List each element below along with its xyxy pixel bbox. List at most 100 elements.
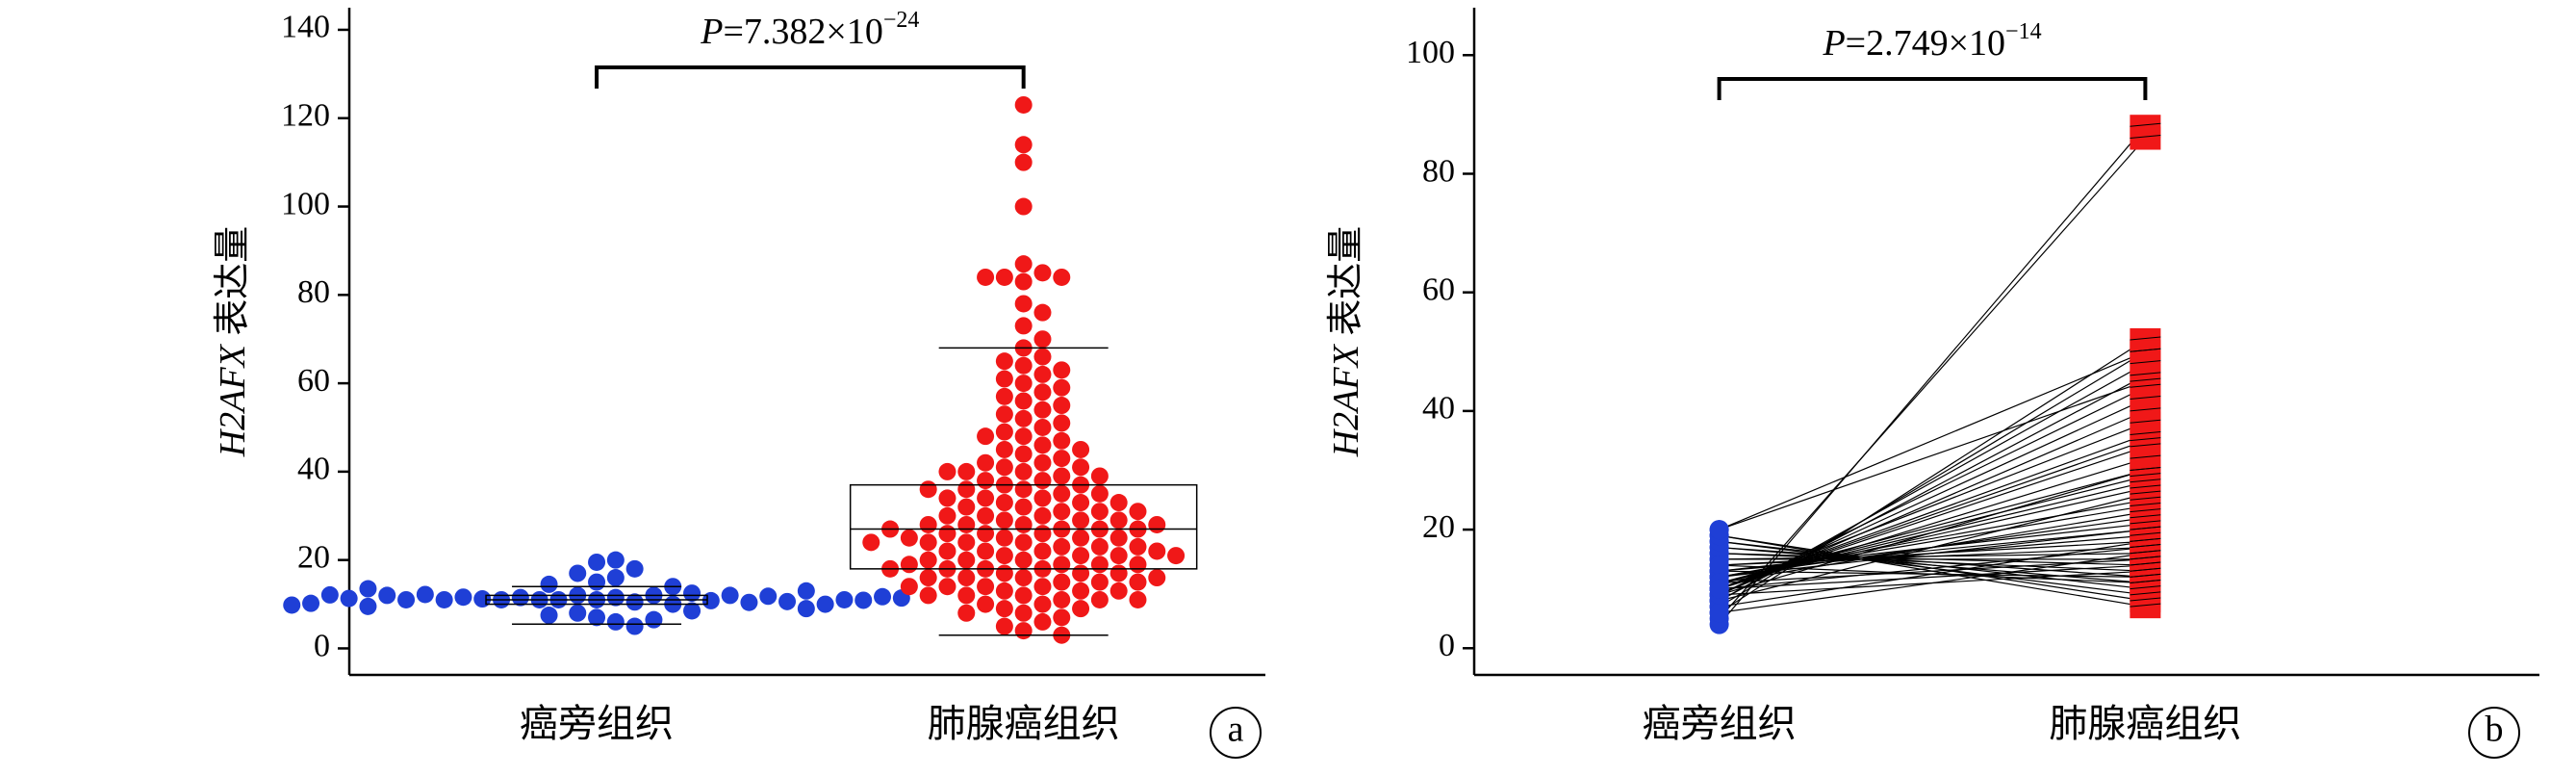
data-point bbox=[1014, 356, 1033, 375]
data-point bbox=[977, 506, 995, 525]
data-point bbox=[1053, 467, 1071, 485]
pair-end bbox=[2130, 490, 2161, 495]
data-point bbox=[1014, 272, 1033, 291]
pair-line bbox=[1719, 546, 2146, 578]
data-point bbox=[340, 589, 358, 608]
data-point bbox=[797, 600, 815, 618]
data-point bbox=[1129, 590, 1147, 608]
significance-bracket bbox=[595, 65, 1026, 89]
x-tick-label: 肺腺癌组织 bbox=[928, 702, 1120, 745]
data-point bbox=[995, 494, 1013, 512]
data-point bbox=[816, 595, 834, 613]
pair-end bbox=[2130, 377, 2161, 382]
data-point bbox=[977, 472, 995, 490]
data-point bbox=[995, 564, 1013, 582]
x-tick-label: 癌旁组织 bbox=[1643, 702, 1797, 745]
data-point bbox=[1090, 556, 1109, 574]
data-point bbox=[995, 423, 1013, 441]
data-point bbox=[1167, 547, 1186, 565]
pair-end bbox=[2130, 484, 2161, 489]
data-point bbox=[1053, 378, 1071, 397]
data-point bbox=[1014, 409, 1033, 427]
x-tick-label: 癌旁组织 bbox=[520, 702, 674, 745]
pair-line bbox=[1719, 540, 2146, 590]
data-point bbox=[1014, 136, 1033, 154]
data-point bbox=[1109, 582, 1128, 600]
data-point bbox=[1033, 489, 1052, 507]
pair-end bbox=[2130, 520, 2161, 525]
data-point bbox=[588, 608, 606, 627]
pair-end bbox=[2130, 466, 2161, 471]
data-point bbox=[1014, 255, 1033, 273]
data-point bbox=[1072, 511, 1090, 530]
data-point bbox=[778, 592, 797, 610]
data-point bbox=[1033, 264, 1052, 282]
data-point bbox=[740, 593, 758, 611]
data-point bbox=[1014, 462, 1033, 480]
y-tick-label: 20 bbox=[297, 539, 330, 575]
data-point bbox=[1053, 414, 1071, 432]
pair-end bbox=[2130, 526, 2161, 530]
data-point bbox=[995, 268, 1013, 286]
data-point bbox=[1090, 537, 1109, 556]
data-point bbox=[1014, 586, 1033, 605]
data-point bbox=[1109, 494, 1128, 512]
pair-end bbox=[2130, 573, 2161, 578]
annotation-text: =2.749×10 bbox=[1846, 23, 2005, 64]
gene-name: H2AFX bbox=[1326, 343, 1366, 457]
data-point bbox=[606, 612, 625, 631]
data-point bbox=[919, 586, 937, 605]
data-point bbox=[1090, 484, 1109, 503]
data-point bbox=[938, 542, 956, 560]
data-point bbox=[938, 506, 956, 525]
data-point bbox=[701, 591, 720, 609]
data-point bbox=[1033, 383, 1052, 401]
data-point bbox=[1014, 480, 1033, 499]
data-point bbox=[683, 602, 701, 620]
data-point bbox=[919, 569, 937, 587]
data-point bbox=[1072, 582, 1090, 600]
data-point bbox=[995, 387, 1013, 405]
data-point bbox=[540, 607, 558, 625]
pair-end bbox=[2130, 122, 2161, 127]
y-tick-label: 100 bbox=[1406, 35, 1455, 70]
data-point bbox=[977, 542, 995, 560]
data-point bbox=[957, 515, 976, 533]
pair-end bbox=[2130, 396, 2161, 401]
data-point bbox=[625, 593, 644, 611]
data-point bbox=[900, 578, 918, 596]
y-tick-label: 60 bbox=[297, 363, 330, 399]
data-point bbox=[1090, 590, 1109, 608]
data-point bbox=[473, 590, 492, 608]
data-point bbox=[977, 427, 995, 446]
panel-circle bbox=[1210, 707, 1262, 759]
data-point bbox=[874, 587, 892, 606]
data-point bbox=[957, 604, 976, 622]
y-tick-label: 0 bbox=[1439, 628, 1455, 663]
data-point bbox=[995, 582, 1013, 600]
data-point bbox=[957, 569, 976, 587]
data-point bbox=[977, 489, 995, 507]
label-text: 表达量 bbox=[213, 226, 253, 346]
data-point bbox=[1109, 547, 1128, 565]
pair-end bbox=[2130, 597, 2161, 602]
data-point bbox=[1109, 564, 1128, 582]
pair-end bbox=[2130, 336, 2161, 341]
data-point bbox=[977, 595, 995, 613]
data-point bbox=[995, 352, 1013, 371]
data-point bbox=[1033, 506, 1052, 525]
pair-end bbox=[2130, 531, 2161, 536]
pair-line bbox=[1719, 457, 2146, 590]
data-point bbox=[435, 590, 453, 608]
y-tick-label: 40 bbox=[1422, 391, 1455, 427]
y-axis-label: H2AFX 表达量 bbox=[1326, 226, 1366, 458]
pair-line bbox=[1719, 440, 2146, 590]
data-point bbox=[995, 617, 1013, 635]
data-point bbox=[938, 462, 956, 480]
data-point bbox=[1053, 537, 1071, 556]
pair-end bbox=[2130, 537, 2161, 542]
data-point bbox=[645, 610, 663, 629]
panel-letter: a bbox=[1228, 710, 1244, 750]
data-point bbox=[1014, 197, 1033, 216]
pair-line bbox=[1719, 564, 2146, 584]
